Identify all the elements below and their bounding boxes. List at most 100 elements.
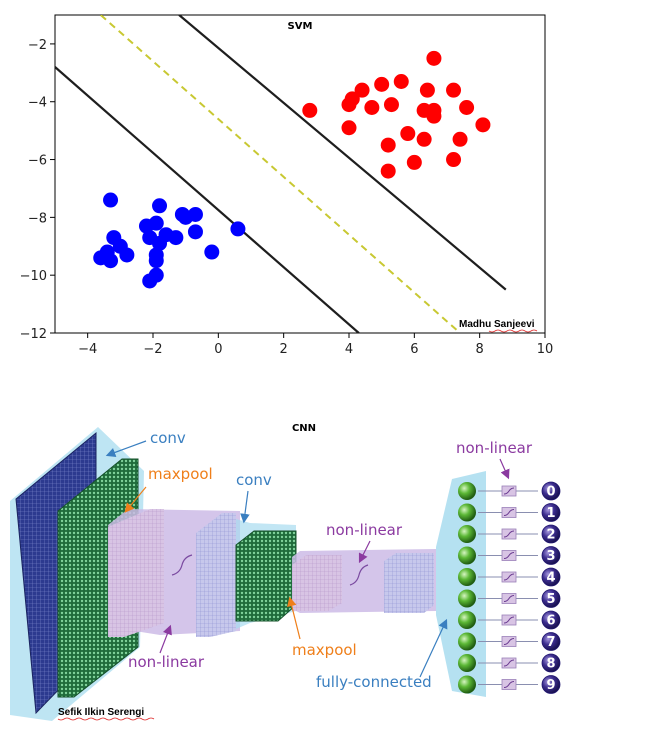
decision-boundary-line [100, 15, 461, 333]
arrow-nonlinear-bottom [159, 624, 172, 654]
arrow-maxpool-2 [287, 596, 301, 640]
x-tick-label: −2 [143, 342, 162, 357]
output-digit-label: 6 [546, 614, 555, 629]
output-bubble [541, 503, 561, 522]
activation-icon [503, 616, 515, 624]
label-maxpool-2: maxpool [292, 641, 357, 659]
activation-icon [503, 552, 515, 559]
neuron-node [458, 611, 476, 629]
x-tick-label: 0 [214, 342, 222, 357]
feature-block-b [292, 555, 342, 611]
arrow-nonlinear-top [499, 458, 510, 480]
decision-lines [55, 15, 507, 333]
arrow-conv-1 [105, 440, 147, 458]
arrow-conv-2 [240, 490, 250, 524]
cnn-diagram: CNN 0 1 2 3 4 5 6 7 8 9 conv maxpool conv non-lin… [10, 423, 561, 721]
activation-curve-1 [171, 554, 193, 576]
activation-icon [503, 595, 515, 602]
label-maxpool-1: maxpool [148, 465, 213, 483]
label-nonlinear-mid: non-linear [326, 521, 403, 539]
margin-line [55, 65, 360, 333]
blue-point [187, 224, 203, 240]
neuron-node [458, 525, 476, 543]
output-digit-label: 9 [546, 678, 555, 693]
output-digit-label: 5 [546, 592, 555, 607]
neuron-node [458, 568, 476, 586]
output-digit-label: 0 [546, 485, 555, 500]
output-bubble [541, 653, 561, 673]
output-bubble [541, 524, 561, 544]
red-point [426, 108, 442, 124]
x-tick-label: 2 [280, 342, 288, 357]
red-point [426, 50, 442, 66]
cnn-title: CNN [292, 423, 316, 434]
label-nonlinear-bottom: non-linear [128, 653, 205, 671]
activation-curve-2 [349, 564, 369, 586]
output-bubble [541, 589, 561, 608]
y-tick-label: −8 [28, 211, 47, 226]
red-point [475, 117, 491, 133]
cnn-credit-text: Sefik Ilkin Serengi [58, 707, 144, 718]
activation-icon [503, 509, 515, 516]
x-tick-label: 10 [537, 342, 554, 357]
red-point [380, 137, 396, 153]
neuron-node [458, 632, 476, 651]
blue-point [148, 253, 164, 269]
svm-credit-text: Madhu Sanjeevi [459, 319, 535, 330]
plot-frame [54, 14, 546, 334]
neuron-node [458, 654, 476, 672]
output-digit-label: 7 [546, 635, 555, 650]
arrow-fully-connected [419, 618, 448, 678]
blue-point [148, 215, 164, 231]
spellcheck-underline [57, 717, 155, 721]
x-axis-ticks: −4 −2 0 2 4 6 8 10 [78, 333, 553, 357]
output-digit-label: 3 [546, 549, 555, 564]
red-point [374, 76, 390, 92]
y-tick-label: −12 [20, 327, 47, 342]
activation-icon [503, 681, 515, 688]
red-point [406, 154, 422, 170]
red-point [459, 100, 475, 116]
label-nonlinear-top: non-linear [456, 439, 533, 457]
output-digit-label: 8 [546, 657, 555, 672]
y-tick-label: −6 [28, 154, 47, 169]
red-point [302, 102, 318, 118]
output-bubble [541, 546, 561, 565]
activation-icon [503, 638, 515, 645]
arrow-nonlinear-mid [358, 540, 371, 564]
y-tick-label: −10 [20, 269, 47, 284]
neuron-node [458, 675, 476, 694]
output-bubble [541, 567, 561, 587]
neuron-node [458, 589, 476, 608]
output-layer: 0 1 2 3 4 5 6 7 8 9 [458, 481, 561, 694]
maxpool-block-2 [235, 530, 297, 622]
label-conv-2: conv [236, 471, 272, 489]
blue-point [168, 230, 184, 246]
blue-point [152, 235, 168, 251]
output-digit-label: 2 [546, 528, 555, 543]
blue-point [142, 273, 158, 289]
red-point [383, 97, 399, 113]
red-point [393, 73, 409, 89]
activation-icon [503, 573, 515, 581]
output-bubble [541, 632, 561, 651]
red-point [354, 82, 370, 98]
margin-line [178, 15, 507, 291]
red-point [446, 82, 462, 98]
x-tick-label: 4 [345, 342, 353, 357]
activation-icon [503, 659, 515, 667]
red-point [446, 152, 462, 168]
red-point [400, 126, 416, 142]
y-axis-ticks: −2 −4 −6 −8 −10 −12 [20, 38, 55, 342]
output-digit-label: 1 [546, 506, 555, 521]
x-tick-label: 8 [476, 342, 484, 357]
x-tick-label: 6 [410, 342, 418, 357]
output-digit-label: 4 [546, 571, 555, 586]
cnn-credit: Sefik Ilkin Serengi [57, 707, 155, 721]
red-point [416, 131, 432, 147]
neuron-node [458, 546, 476, 565]
red-point [452, 131, 468, 147]
red-point [341, 120, 357, 136]
activation-icon [503, 530, 515, 538]
blue-point [204, 244, 220, 260]
